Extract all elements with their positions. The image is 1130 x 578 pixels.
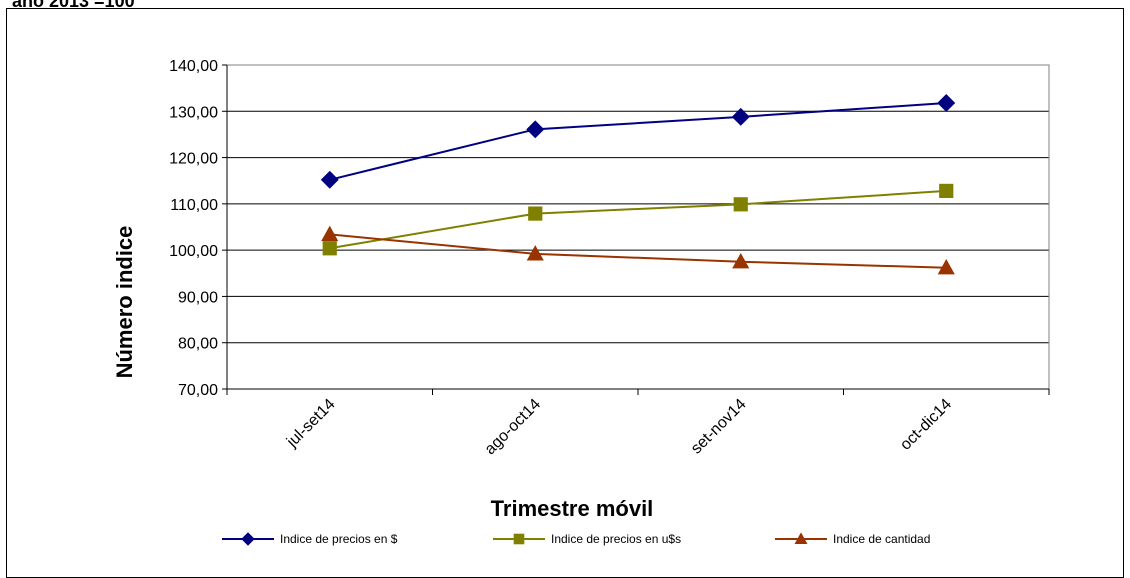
series-1 [320, 93, 956, 189]
y-tick-label: 120,00 [169, 151, 218, 168]
legend-marker [794, 532, 808, 544]
y-tick-label: 140,00 [169, 58, 218, 75]
y-axis-title: Número indice [112, 226, 137, 379]
data-point [526, 120, 545, 139]
x-tick-label: jul-set14 [283, 396, 339, 452]
y-tick-label: 100,00 [169, 243, 218, 260]
x-tick-label: set-nov14 [688, 396, 750, 458]
legend-label: Indice de precios en u$s [551, 532, 681, 546]
data-point [321, 225, 339, 242]
y-tick-label: 70,00 [178, 382, 218, 399]
series-2 [322, 183, 954, 256]
legend-marker [513, 533, 525, 545]
series-line [329, 233, 947, 269]
series-line [329, 101, 947, 181]
y-tick-label: 90,00 [178, 289, 218, 306]
legend-item: Indice de precios en $ [222, 532, 398, 546]
x-tick-label: oct-dic14 [897, 396, 955, 454]
legend-item: Indice de precios en u$s [493, 532, 681, 546]
series-3 [321, 225, 955, 275]
x-tick-label: ago-oct14 [482, 396, 544, 458]
series-line [329, 189, 947, 250]
x-axis-title: Trimestre móvil [491, 496, 654, 521]
data-point [528, 206, 543, 221]
legend-item: Indice de cantidad [775, 532, 930, 546]
y-tick-label: 110,00 [170, 197, 218, 214]
data-point [937, 259, 955, 275]
data-point [939, 183, 954, 198]
data-point [937, 93, 956, 112]
chart-title: año 2013 =100 [12, 0, 135, 11]
data-point [731, 107, 750, 126]
y-tick-label: 130,00 [169, 104, 218, 121]
plot-area [226, 64, 1050, 390]
legend: Indice de precios en $ Indice de precios … [222, 532, 930, 546]
data-point [733, 197, 748, 212]
data-point [320, 170, 339, 189]
data-point [322, 241, 337, 256]
y-tick-label: 80,00 [178, 336, 218, 353]
gridlines [227, 110, 1049, 344]
series [320, 93, 956, 275]
axes: 70,00 80,00 90,00 100,00 110,00 120,00 130,00 1… [169, 58, 1050, 458]
legend-marker [241, 532, 255, 546]
data-point [732, 252, 750, 269]
data-point [526, 245, 544, 261]
legend-label: Indice de precios en $ [280, 532, 398, 546]
legend-label: Indice de cantidad [833, 532, 930, 546]
